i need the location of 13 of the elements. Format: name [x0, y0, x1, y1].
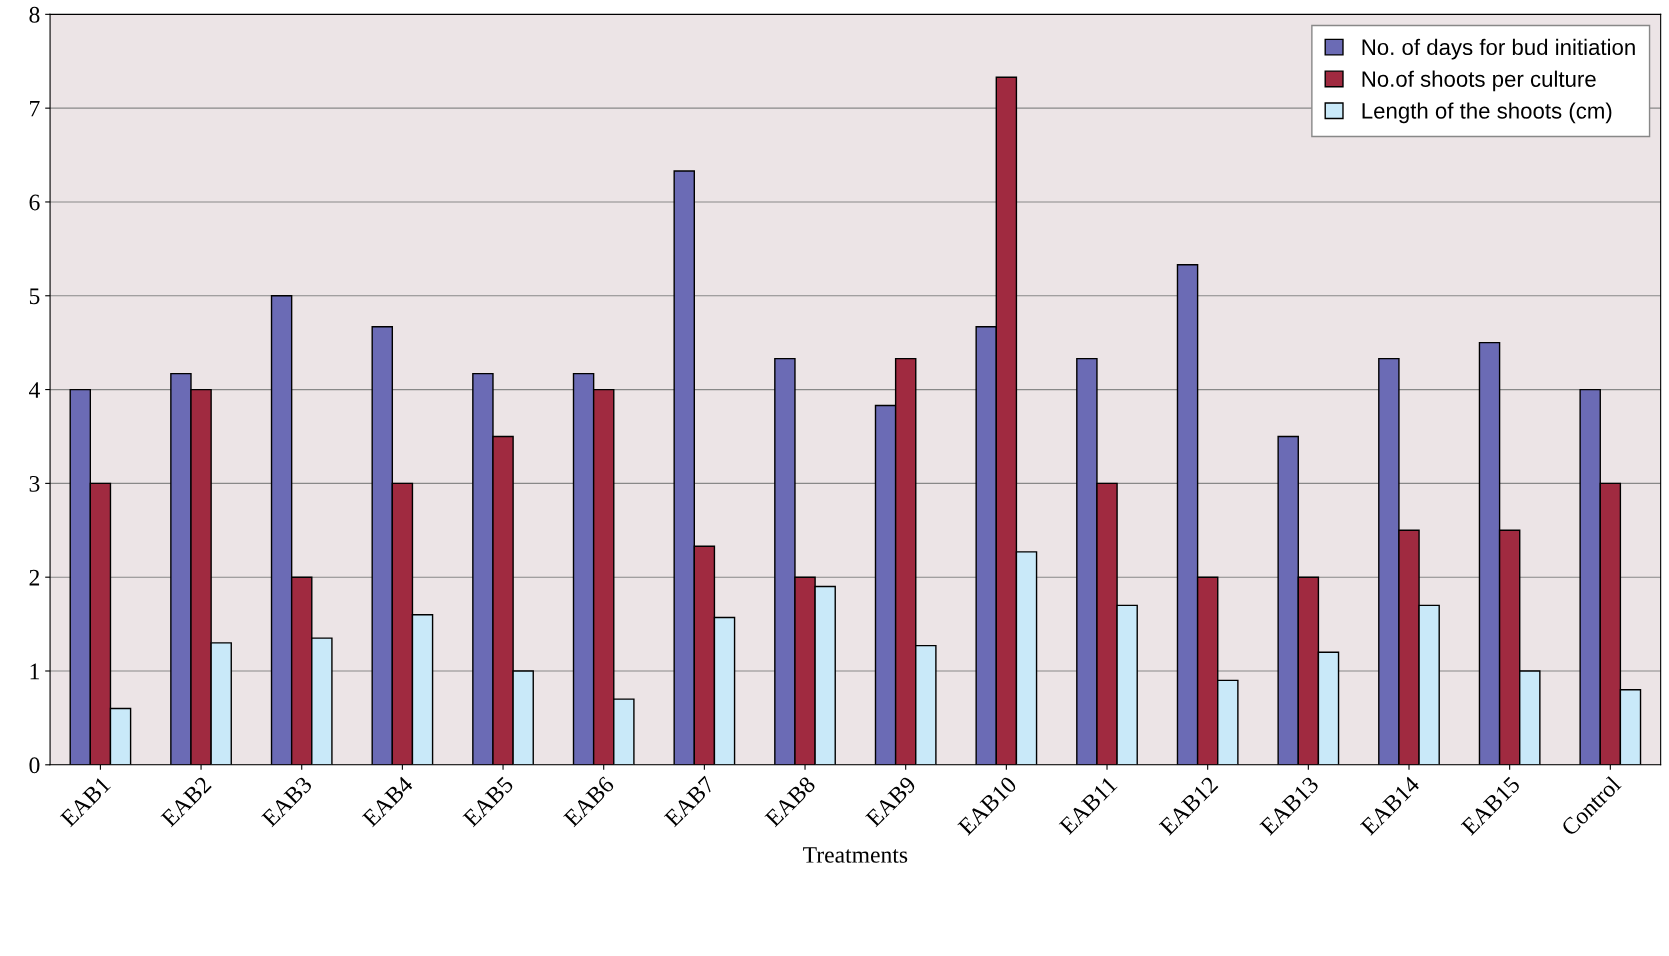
legend-label: Length of the shoots (cm) — [1362, 102, 1612, 124]
y-tick-label: 0 — [29, 757, 40, 774]
y-tick-label: 4 — [29, 382, 40, 398]
y-tick-label: 7 — [30, 100, 40, 117]
y-tick-label: 3 — [29, 475, 40, 492]
y-tick-label: 8 — [29, 6, 40, 23]
y-tick-label: 6 — [29, 194, 40, 211]
legend-label: No.of shoots per culture — [1362, 70, 1596, 92]
x-axis-title: Treatments — [803, 847, 908, 863]
y-tick-label: 5 — [29, 288, 40, 305]
legend-label: No. of days for bud initiation — [1362, 38, 1635, 60]
y-tick-label: 2 — [29, 569, 40, 586]
y-tick-label: 1 — [30, 663, 39, 680]
